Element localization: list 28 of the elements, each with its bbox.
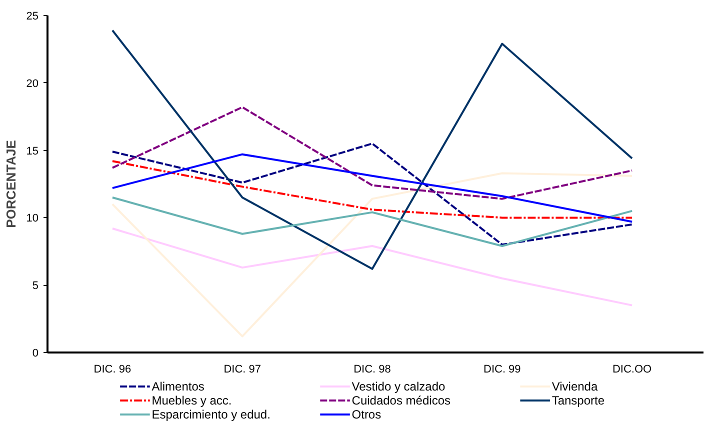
line-series — [111, 29, 634, 270]
line-series — [111, 160, 634, 219]
y-tick-label: 20 — [26, 78, 39, 90]
legend-label: Esparcimiento y edud. — [152, 408, 270, 422]
y-tick-label: 15 — [26, 145, 39, 158]
line-series — [111, 106, 634, 200]
legend-label: Muebles y acc. — [152, 394, 232, 408]
line-series — [111, 227, 634, 306]
legend-label: Otros — [352, 408, 382, 422]
y-tick-label: 10 — [26, 212, 39, 225]
legend-label: Vivienda — [552, 380, 598, 394]
y-tick-label: 25 — [26, 10, 39, 22]
line-series — [111, 172, 634, 338]
legend-label: Alimentos — [152, 380, 204, 394]
x-tick-label: DIC. 96 — [94, 364, 132, 376]
x-tick-label: DIC. 98 — [354, 364, 391, 376]
y-tick-label: 5 — [32, 280, 39, 292]
legend-label: Cuidados médicos — [352, 394, 450, 408]
y-axis-title: PORCENTAJE — [3, 140, 18, 228]
line-series — [111, 196, 634, 248]
line-series — [111, 153, 634, 223]
line-series — [111, 142, 634, 246]
y-tick-label: 0 — [32, 348, 39, 360]
x-tick-label: DIC. 97 — [224, 364, 262, 376]
legend-label: Vestido y calzado — [352, 380, 446, 394]
legend-label: Tansporte — [552, 394, 605, 408]
x-tick-label: DIC.OO — [612, 364, 652, 376]
x-tick-label: DIC. 99 — [484, 364, 521, 376]
